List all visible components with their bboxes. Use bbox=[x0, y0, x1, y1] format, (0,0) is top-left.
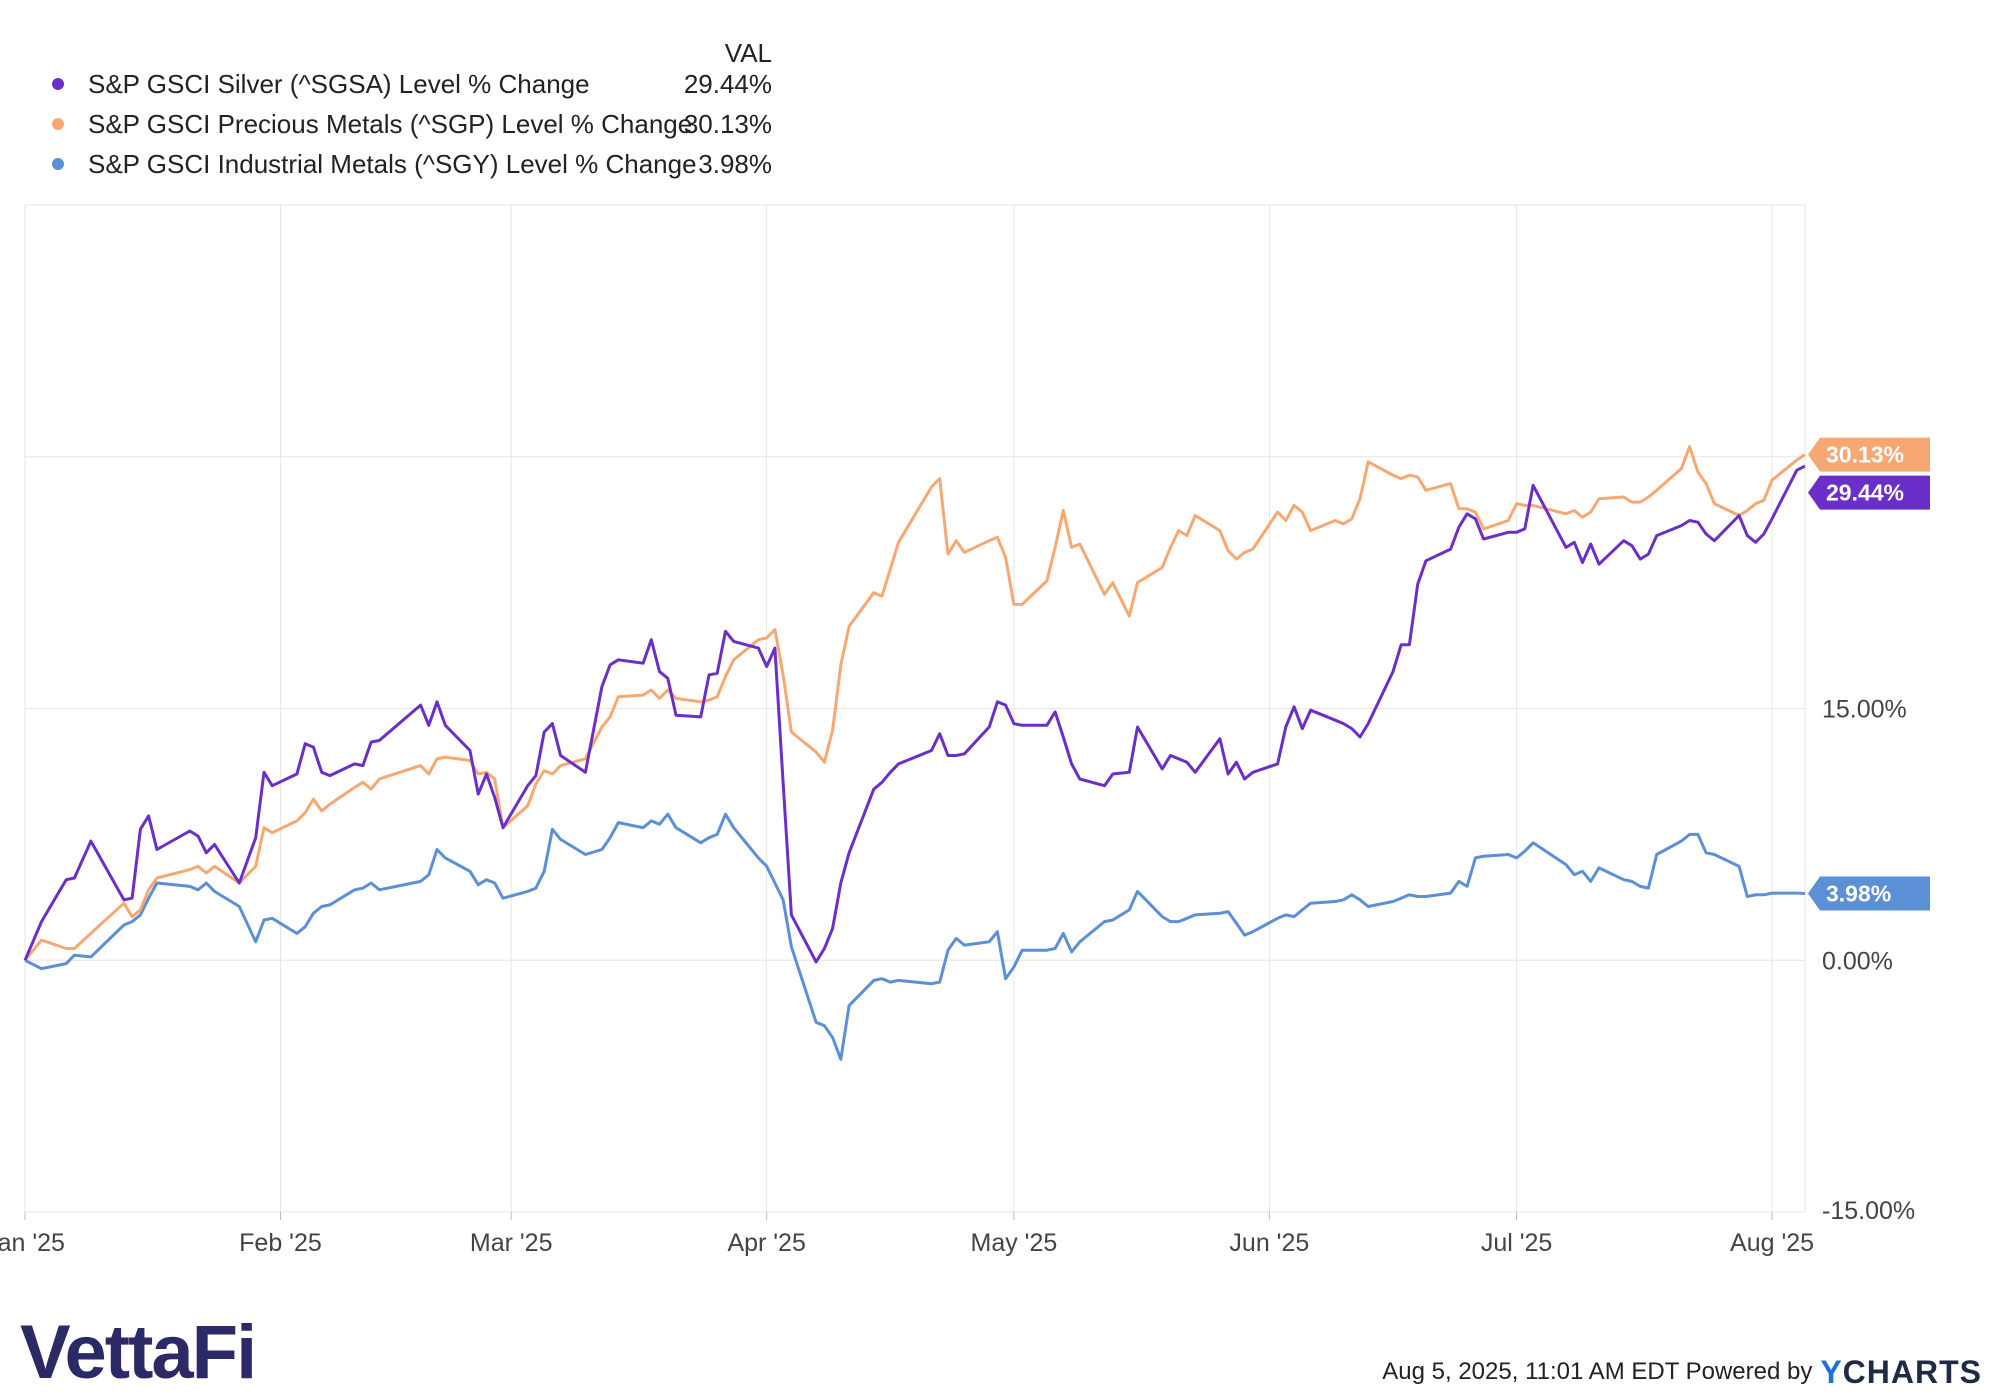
legend-entry-value: 3.98% bbox=[698, 149, 772, 179]
series-line bbox=[23, 445, 1806, 962]
last-value-flags: 30.13% 29.44% 3.98% bbox=[1808, 437, 1930, 911]
y-tick-label: 15.00% bbox=[1822, 696, 1907, 724]
x-tick-label: Jun '25 bbox=[1229, 1229, 1309, 1257]
x-tick-label: Jan '25 bbox=[0, 1229, 65, 1257]
legend-entry-value: 29.44% bbox=[684, 69, 772, 99]
ycharts-logo-y: Y bbox=[1820, 1353, 1843, 1390]
legend-swatch bbox=[52, 78, 64, 90]
legend-entry-name: S&P GSCI Precious Metals (^SGP) Level % … bbox=[88, 109, 692, 139]
last-value-flag-label: 3.98% bbox=[1826, 880, 1891, 906]
series-line bbox=[24, 812, 1806, 1061]
series-line bbox=[23, 464, 1806, 964]
last-value-flag bbox=[1808, 475, 1930, 510]
legend: VAL S&P GSCI Silver (^SGSA) Level % Chan… bbox=[52, 38, 772, 179]
vettafi-logo-mark: VettaFi bbox=[20, 1310, 257, 1395]
x-tick-label: Mar '25 bbox=[470, 1229, 553, 1257]
last-value-flag-label: 29.44% bbox=[1826, 480, 1904, 506]
x-tick-label: Feb '25 bbox=[239, 1229, 322, 1257]
y-axis-ticks: 15.00% 0.00% -15.00% bbox=[1822, 696, 1915, 1226]
last-value-flag bbox=[1808, 876, 1930, 911]
legend-entry-name: S&P GSCI Silver (^SGSA) Level % Change bbox=[88, 69, 590, 99]
y-tick-label: 0.00% bbox=[1822, 947, 1893, 975]
legend-swatch bbox=[52, 118, 64, 130]
legend-header: VAL bbox=[725, 38, 772, 68]
x-tick-label: Jul '25 bbox=[1481, 1229, 1552, 1257]
vettafi-logo: VettaFi bbox=[20, 1310, 320, 1395]
x-tick-label: Aug '25 bbox=[1730, 1229, 1814, 1257]
ycharts-logo: YCHARTS bbox=[1820, 1354, 1982, 1391]
vettafi-logo-text: VettaFi bbox=[20, 1310, 255, 1390]
x-tick-label: Apr '25 bbox=[727, 1229, 805, 1257]
y-tick-label: -15.00% bbox=[1822, 1197, 1915, 1225]
grid bbox=[24, 204, 1806, 1213]
legend-entry-name: S&P GSCI Industrial Metals (^SGY) Level … bbox=[88, 149, 697, 179]
last-value-flag-label: 30.13% bbox=[1826, 442, 1904, 468]
legend-entry-value: 30.13% bbox=[684, 109, 772, 139]
series-lines bbox=[23, 445, 1806, 1061]
footer-credit: Aug 5, 2025, 11:01 AM EDT Powered by YCH… bbox=[1382, 1352, 1982, 1392]
legend-swatch bbox=[52, 158, 64, 170]
timestamp: Aug 5, 2025, 11:01 AM EDT Powered by bbox=[1382, 1358, 1813, 1385]
x-axis-ticks: Jan '25 Feb '25 Mar '25 Apr '25 May '25 Jun '… bbox=[0, 1212, 1814, 1257]
x-tick-label: May '25 bbox=[971, 1229, 1058, 1257]
ycharts-logo-rest: CHARTS bbox=[1842, 1353, 1982, 1390]
last-value-flag bbox=[1808, 437, 1930, 472]
